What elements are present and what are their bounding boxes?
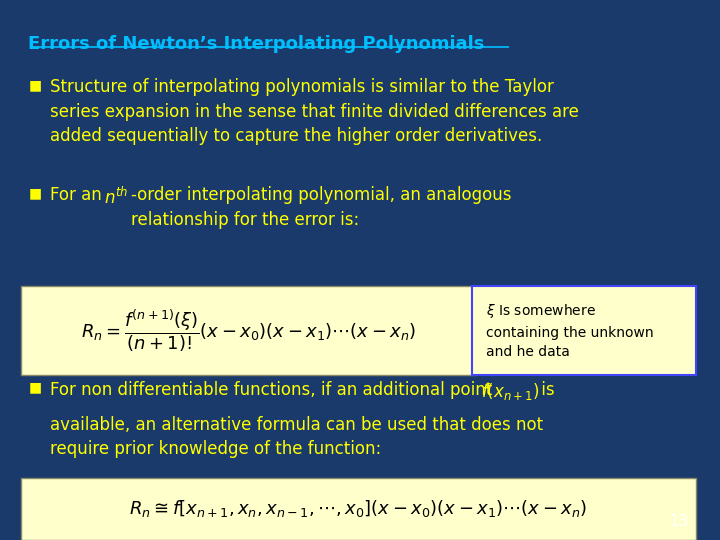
Text: ■: ■: [28, 186, 42, 200]
Text: For an: For an: [50, 186, 107, 204]
Text: available, an alternative formula can be used that does not
require prior knowle: available, an alternative formula can be…: [50, 416, 543, 458]
Text: ■: ■: [28, 381, 42, 395]
FancyBboxPatch shape: [472, 286, 696, 375]
Text: $R_n \cong f[x_{n+1}, x_n, x_{n-1},\cdots, x_0](x-x_0)(x-x_1)\cdots(x-x_n)$: $R_n \cong f[x_{n+1}, x_n, x_{n-1},\cdot…: [130, 498, 588, 519]
Text: is: is: [536, 381, 554, 399]
Text: ■: ■: [28, 78, 42, 92]
Text: $f(x_{n+1})$: $f(x_{n+1})$: [481, 381, 539, 402]
Text: $n^{th}$: $n^{th}$: [104, 186, 129, 207]
Text: $\xi$ Is somewhere
containing the unknown
and he data: $\xi$ Is somewhere containing the unknow…: [487, 302, 654, 359]
Text: $R_n = \dfrac{f^{(n+1)}(\xi)}{(n+1)!}(x-x_0)(x-x_1)\cdots(x-x_n)$: $R_n = \dfrac{f^{(n+1)}(\xi)}{(n+1)!}(x-…: [81, 307, 416, 354]
Text: For non differentiable functions, if an additional point: For non differentiable functions, if an …: [50, 381, 498, 399]
Text: 13: 13: [670, 514, 689, 529]
Text: -order interpolating polynomial, an analogous
relationship for the error is:: -order interpolating polynomial, an anal…: [131, 186, 512, 228]
Text: Structure of interpolating polynomials is similar to the Taylor
series expansion: Structure of interpolating polynomials i…: [50, 78, 579, 145]
FancyBboxPatch shape: [22, 286, 476, 375]
Text: Errors of Newton’s Interpolating Polynomials: Errors of Newton’s Interpolating Polynom…: [28, 35, 485, 53]
FancyBboxPatch shape: [22, 478, 696, 540]
